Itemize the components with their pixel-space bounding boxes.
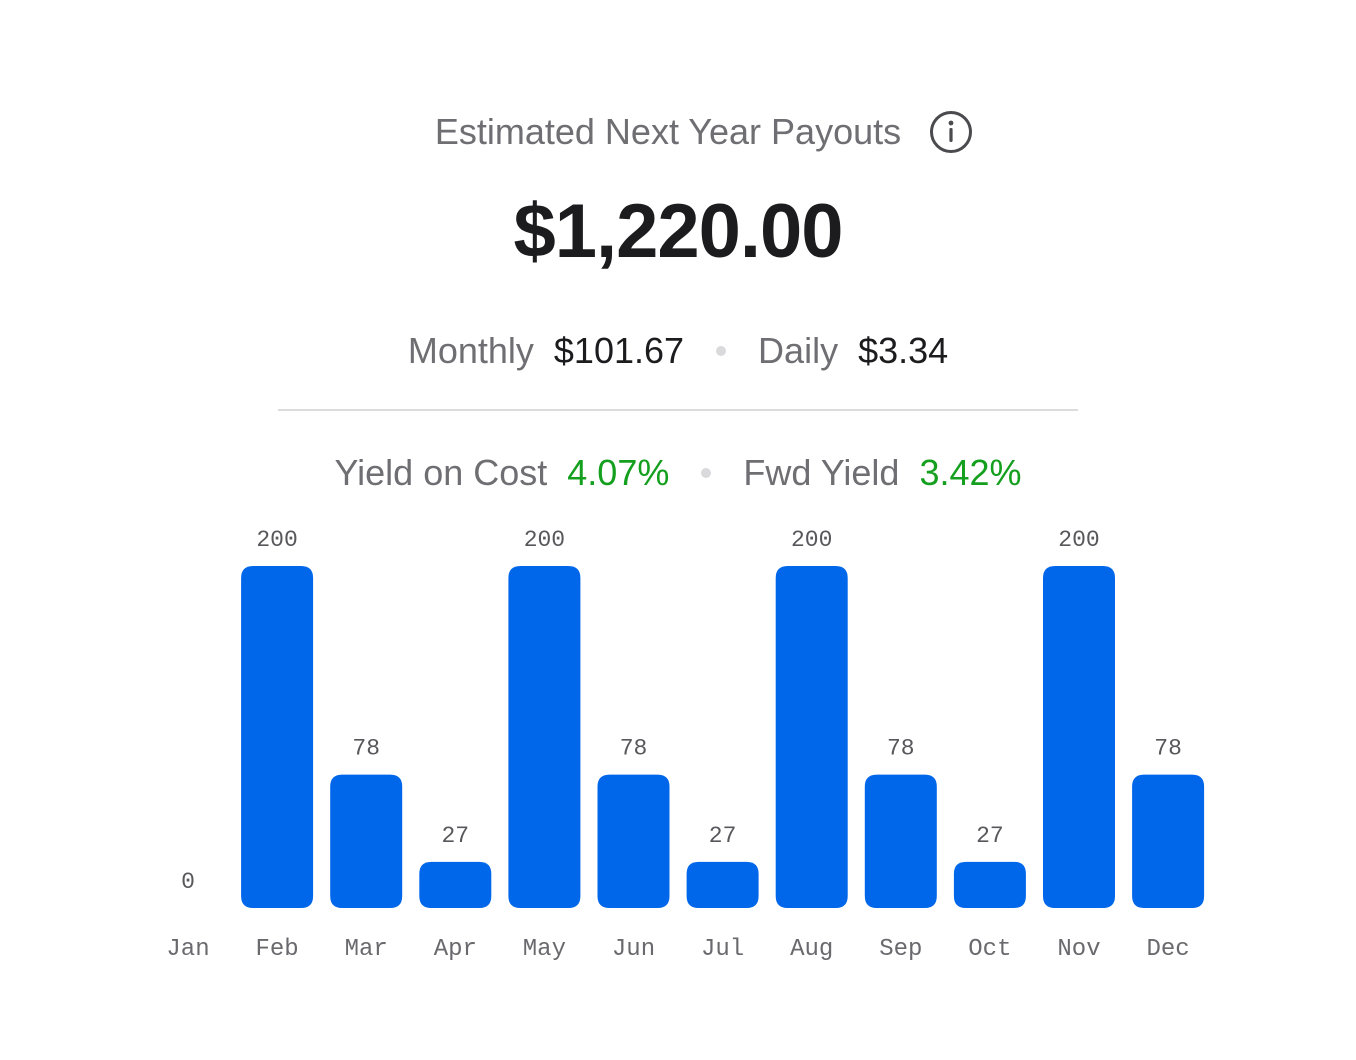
bar-apr[interactable] (419, 861, 492, 908)
yield-stats: Yield on Cost 4.07% Fwd Yield 3.42% (0, 450, 1356, 496)
x-tick-label-jan: Jan (166, 936, 209, 963)
daily-value: $3.34 (858, 330, 949, 371)
bar-value-label-apr: 27 (441, 823, 469, 849)
bar-value-label-jun: 78 (620, 736, 648, 762)
bar-sep[interactable] (864, 774, 937, 908)
x-tick-label-jun: Jun (612, 936, 655, 963)
x-tick-label-aug: Aug (790, 936, 833, 963)
fwd-yield-value: 3.42% (919, 452, 1022, 493)
bar-aug[interactable] (775, 566, 848, 908)
separator-dot (716, 346, 727, 356)
x-tick-label-oct: Oct (968, 936, 1011, 963)
x-tick-label-jul: Jul (701, 936, 744, 963)
bar-value-label-jul: 27 (709, 823, 737, 849)
chart-title: Estimated Next Year Payouts (434, 111, 902, 152)
bar-value-label-may: 200 (524, 527, 565, 553)
yield-on-cost-label: Yield on Cost (334, 452, 548, 493)
daily-label: Daily (758, 330, 839, 371)
x-tick-label-apr: Apr (434, 936, 477, 963)
yield-on-cost-value: 4.07% (567, 452, 670, 493)
separator-dot (701, 468, 712, 478)
x-tick-label-mar: Mar (345, 936, 388, 963)
x-tick-label-nov: Nov (1057, 936, 1100, 963)
bar-may[interactable] (508, 566, 581, 908)
bar-value-label-nov: 200 (1058, 527, 1099, 553)
x-tick-label-may: May (523, 936, 566, 963)
bar-value-label-feb: 200 (256, 527, 297, 553)
x-tick-label-feb: Feb (255, 936, 298, 963)
bar-feb[interactable] (241, 566, 314, 908)
bar-nov[interactable] (1043, 566, 1115, 908)
bar-value-label-oct: 27 (976, 823, 1004, 849)
total-payout-amount: $1,220.00 (513, 189, 843, 274)
payout-rates: Monthly $101.67 Daily $3.34 (0, 328, 1356, 374)
info-circle-icon[interactable] (929, 110, 973, 154)
bar-value-label-aug: 200 (791, 527, 832, 553)
bar-value-label-jan: 0 (181, 869, 195, 895)
bar-jun[interactable] (597, 774, 670, 908)
bar-value-label-dec: 78 (1154, 736, 1182, 762)
bar-dec[interactable] (1132, 774, 1205, 908)
divider (278, 409, 1078, 411)
fwd-yield-label: Fwd Yield (743, 452, 900, 493)
bar-value-label-mar: 78 (352, 736, 380, 762)
monthly-label: Monthly (407, 330, 534, 371)
x-tick-label-sep: Sep (879, 936, 922, 963)
x-tick-label-dec: Dec (1146, 936, 1189, 963)
monthly-value: $101.67 (553, 330, 685, 371)
bar-oct[interactable] (953, 861, 1026, 908)
bar-mar[interactable] (330, 774, 403, 908)
bar-value-label-sep: 78 (887, 736, 915, 762)
bar-jul[interactable] (686, 861, 759, 908)
chart-header: Estimated Next Year Payouts (0, 108, 1356, 156)
